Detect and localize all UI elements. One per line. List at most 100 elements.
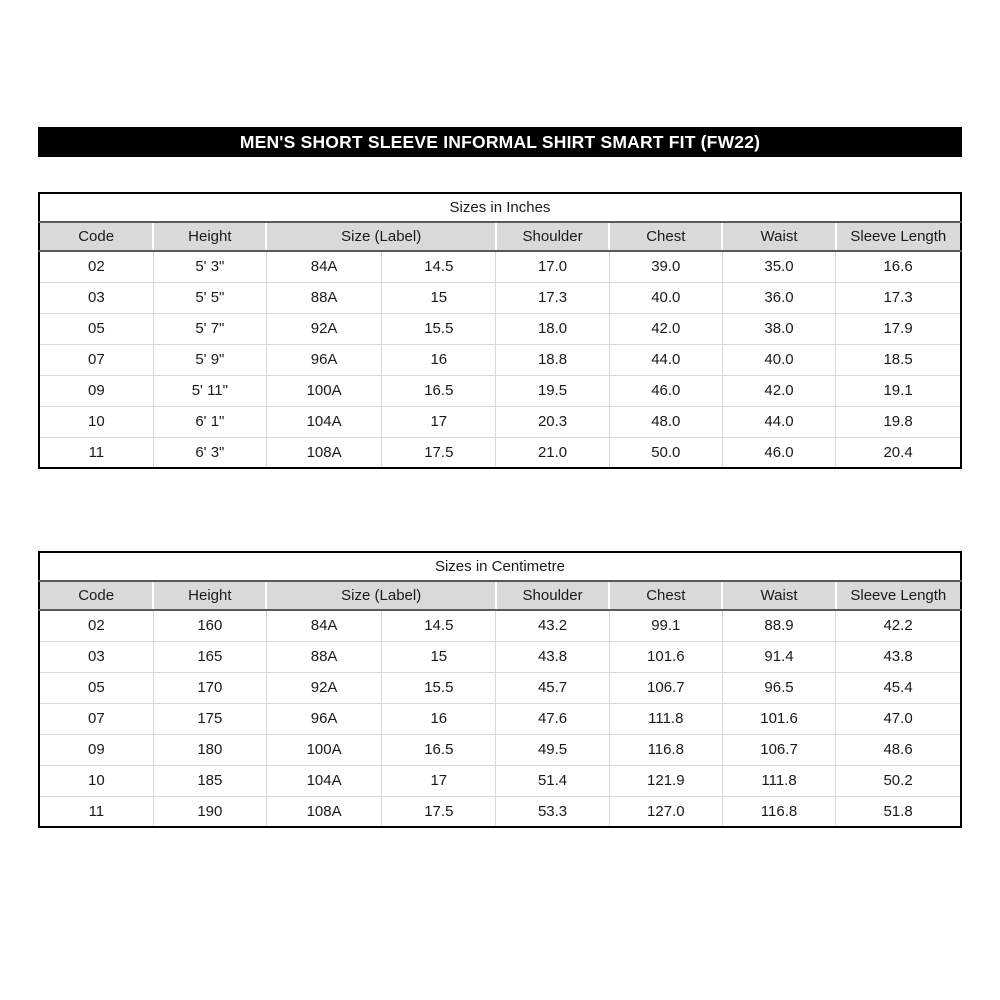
table-cell: 106.7 — [609, 672, 723, 704]
sizes-in-centimetre-table: Sizes in Centimetre Code Height Size (La… — [38, 551, 962, 828]
table-cell: 45.4 — [835, 672, 962, 704]
table-cell: 19.8 — [835, 406, 962, 438]
column-header-code: Code — [39, 581, 154, 611]
sizes-in-inches-table: Sizes in Inches Code Height Size (Label)… — [38, 192, 962, 469]
table-cell: 36.0 — [722, 282, 837, 314]
table-row: 10 6' 1" 104A 17 20.3 48.0 44.0 19.8 — [39, 406, 962, 438]
table-cell: 47.6 — [495, 703, 610, 735]
table-cell: 84A — [266, 610, 383, 642]
table-cell: 18.5 — [835, 344, 962, 376]
column-header-size-label: Size (Label) — [265, 222, 496, 252]
table-cell: 03 — [39, 641, 154, 673]
table-cell: 09 — [39, 734, 154, 766]
table-cell: 17.0 — [495, 251, 610, 283]
table-cell: 16 — [381, 344, 497, 376]
table-cell: 46.0 — [609, 375, 723, 407]
table-cell: 16.6 — [835, 251, 962, 283]
table-cell: 17 — [381, 765, 497, 797]
table-title-row: Sizes in Inches — [39, 193, 961, 223]
table-cell: 42.0 — [609, 313, 723, 345]
table-row: 02 160 84A 14.5 43.2 99.1 88.9 42.2 — [39, 610, 962, 642]
table-title-centimetre: Sizes in Centimetre — [39, 552, 961, 582]
table-cell: 35.0 — [722, 251, 837, 283]
table-cell: 44.0 — [609, 344, 723, 376]
table-cell: 100A — [266, 375, 383, 407]
table-cell: 19.5 — [495, 375, 610, 407]
table-cell: 88A — [266, 641, 383, 673]
table-cell: 14.5 — [381, 251, 497, 283]
table-cell: 104A — [266, 765, 383, 797]
table-cell: 17.5 — [381, 796, 497, 828]
column-header-height: Height — [152, 222, 267, 252]
table-row: 02 5' 3" 84A 14.5 17.0 39.0 35.0 16.6 — [39, 251, 962, 283]
table-cell: 38.0 — [722, 313, 837, 345]
column-header-size-label: Size (Label) — [265, 581, 496, 611]
table-cell: 116.8 — [609, 734, 723, 766]
table-cell: 03 — [39, 282, 154, 314]
table-cell: 111.8 — [722, 765, 837, 797]
table-cell: 15 — [381, 282, 497, 314]
table-cell: 5' 9" — [153, 344, 267, 376]
table-cell: 51.8 — [835, 796, 962, 828]
table-cell: 121.9 — [609, 765, 723, 797]
table-cell: 21.0 — [495, 437, 610, 469]
table-cell: 17.5 — [381, 437, 497, 469]
table-cell: 6' 1" — [153, 406, 267, 438]
table-cell: 07 — [39, 703, 154, 735]
table-cell: 101.6 — [722, 703, 837, 735]
table-cell: 05 — [39, 313, 154, 345]
table-cell: 05 — [39, 672, 154, 704]
table-row: 05 170 92A 15.5 45.7 106.7 96.5 45.4 — [39, 672, 962, 704]
table-cell: 48.0 — [609, 406, 723, 438]
table-cell: 88.9 — [722, 610, 837, 642]
table-title-inches: Sizes in Inches — [39, 193, 961, 223]
table-cell: 18.0 — [495, 313, 610, 345]
table-cell: 40.0 — [722, 344, 837, 376]
table-cell: 180 — [153, 734, 267, 766]
table-cell: 15.5 — [381, 313, 497, 345]
table-row: 11 6' 3" 108A 17.5 21.0 50.0 46.0 20.4 — [39, 437, 962, 469]
table-cell: 48.6 — [835, 734, 962, 766]
table-cell: 92A — [266, 672, 383, 704]
table-cell: 47.0 — [835, 703, 962, 735]
table-cell: 96.5 — [722, 672, 837, 704]
table-cell: 91.4 — [722, 641, 837, 673]
table-row: 05 5' 7" 92A 15.5 18.0 42.0 38.0 17.9 — [39, 313, 962, 345]
table-cell: 5' 11" — [153, 375, 267, 407]
column-header-chest: Chest — [608, 581, 723, 611]
table-cell: 14.5 — [381, 610, 497, 642]
table-row: 03 165 88A 15 43.8 101.6 91.4 43.8 — [39, 641, 962, 673]
table-cell: 17.3 — [495, 282, 610, 314]
column-header-waist: Waist — [721, 581, 836, 611]
table-cell: 175 — [153, 703, 267, 735]
table-cell: 53.3 — [495, 796, 610, 828]
table-cell: 111.8 — [609, 703, 723, 735]
table-cell: 42.0 — [722, 375, 837, 407]
table-cell: 96A — [266, 703, 383, 735]
table-cell: 108A — [266, 796, 383, 828]
table-cell: 43.8 — [835, 641, 962, 673]
table-cell: 51.4 — [495, 765, 610, 797]
column-header-waist: Waist — [721, 222, 836, 252]
table-cell: 15 — [381, 641, 497, 673]
table-cell: 11 — [39, 796, 154, 828]
table-cell: 17.9 — [835, 313, 962, 345]
table-row: 10 185 104A 17 51.4 121.9 111.8 50.2 — [39, 765, 962, 797]
column-header-row: Code Height Size (Label) Shoulder Chest … — [39, 581, 961, 611]
table-title-row: Sizes in Centimetre — [39, 552, 961, 582]
table-cell: 20.4 — [835, 437, 962, 469]
table-cell: 02 — [39, 251, 154, 283]
table-row: 07 5' 9" 96A 16 18.8 44.0 40.0 18.5 — [39, 344, 962, 376]
table-cell: 5' 7" — [153, 313, 267, 345]
table-cell: 02 — [39, 610, 154, 642]
table-cell: 5' 5" — [153, 282, 267, 314]
table-row: 07 175 96A 16 47.6 111.8 101.6 47.0 — [39, 703, 962, 735]
table-cell: 46.0 — [722, 437, 837, 469]
table-cell: 11 — [39, 437, 154, 469]
table-cell: 20.3 — [495, 406, 610, 438]
table-cell: 92A — [266, 313, 383, 345]
table-body-inches: 02 5' 3" 84A 14.5 17.0 39.0 35.0 16.6 03 5' 5" 88A… — [39, 251, 962, 469]
table-cell: 44.0 — [722, 406, 837, 438]
table-cell: 17.3 — [835, 282, 962, 314]
table-cell: 84A — [266, 251, 383, 283]
